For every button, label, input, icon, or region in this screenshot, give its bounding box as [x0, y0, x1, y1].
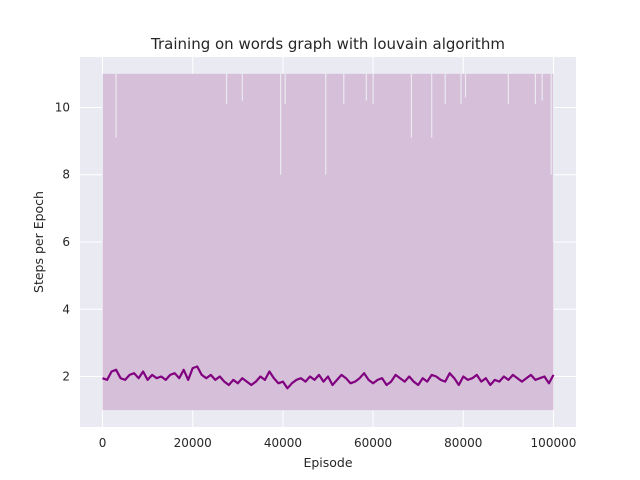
y-axis-title: Steps per Epoch: [31, 191, 46, 293]
y-tick-label: 2: [62, 370, 70, 384]
x-tick-label: 100000: [531, 436, 577, 450]
y-tick-label: 10: [55, 100, 70, 114]
x-tick-label: 40000: [264, 436, 302, 450]
x-tick-label: 20000: [174, 436, 212, 450]
y-axis-ticks: 2 4 6 8 10: [55, 100, 70, 383]
moving-average-line: [102, 365, 555, 390]
x-axis-title: Episode: [303, 455, 352, 470]
y-tick-label: 4: [62, 302, 70, 316]
x-axis-ticks: 0 20000 40000 60000 80000 100000: [99, 436, 577, 450]
x-tick-label: 60000: [354, 436, 392, 450]
chart-title: Training on words graph with louvain alg…: [150, 35, 505, 53]
y-tick-label: 8: [62, 168, 70, 182]
raw-steps-band: [102, 73, 554, 411]
x-tick-label: 80000: [444, 436, 482, 450]
y-tick-label: 6: [62, 235, 70, 249]
raw-steps-series: [102, 73, 555, 411]
x-tick-label: 0: [99, 436, 107, 450]
moving-average-series: [102, 365, 555, 390]
